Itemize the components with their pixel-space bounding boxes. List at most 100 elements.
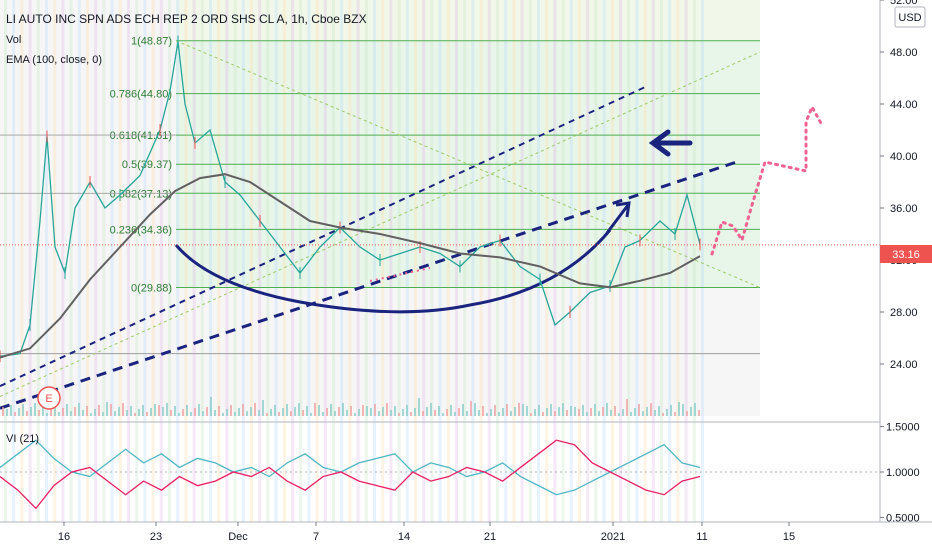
volume-bar xyxy=(350,406,352,416)
vi-indicator xyxy=(0,439,880,510)
session-band xyxy=(299,0,303,522)
currency-button[interactable] xyxy=(894,6,926,28)
volume-bar xyxy=(42,406,44,416)
volume-bar xyxy=(242,404,244,416)
session-band xyxy=(143,0,147,522)
volume-bar xyxy=(182,409,184,416)
volume-bar xyxy=(70,411,72,416)
upper-zone xyxy=(176,0,760,41)
volume-bar xyxy=(86,406,88,416)
session-band xyxy=(77,0,81,522)
session-band xyxy=(594,0,598,522)
volume-bar xyxy=(178,413,180,416)
session-band xyxy=(487,0,491,522)
time-tick-label: 15 xyxy=(783,531,795,543)
price-tick-label: 24.00 xyxy=(890,359,918,371)
vi-label: VI (21) xyxy=(6,433,39,445)
volume-bar xyxy=(326,408,328,416)
volume-bar xyxy=(130,406,132,416)
trend-annotations xyxy=(0,86,880,410)
earnings-badge[interactable] xyxy=(37,386,61,410)
session-band xyxy=(627,0,631,522)
session-band xyxy=(684,0,688,522)
session-band xyxy=(45,0,48,522)
session-band xyxy=(291,0,294,522)
time-axis[interactable]: 16 23 Dec 7 14 21 2021 11 15 xyxy=(58,522,795,543)
volume-bar xyxy=(310,413,312,416)
volume-bar xyxy=(194,408,196,416)
volume-bar xyxy=(406,405,408,416)
chart-title: LI AUTO INC SPN ADS ECH REP 2 ORD SHS CL… xyxy=(6,12,367,26)
volume-bar xyxy=(386,403,388,416)
volume-bar xyxy=(598,411,600,416)
volume-bar xyxy=(266,413,268,416)
session-band xyxy=(94,0,98,522)
volume-bar xyxy=(126,410,128,416)
volume-bar xyxy=(522,404,524,416)
volume-bar xyxy=(362,405,364,416)
volume-bar xyxy=(514,407,516,416)
session-band xyxy=(569,0,573,522)
session-band xyxy=(471,0,475,522)
vi-tick-label: 0.5000 xyxy=(886,512,920,524)
volume-bar xyxy=(642,411,644,416)
volume-bar xyxy=(278,412,280,416)
volume-bar xyxy=(222,413,224,416)
volume-bar xyxy=(374,404,376,416)
session-band xyxy=(356,0,360,522)
volume-bar xyxy=(302,410,304,416)
volume-bars xyxy=(2,397,700,416)
vi-axis-ticks: 1.5000 1.0000 0.5000 xyxy=(880,422,920,524)
volume-bar xyxy=(298,403,300,416)
volume-bar xyxy=(498,412,500,416)
volume-bar xyxy=(554,411,556,416)
session-band xyxy=(176,0,180,522)
volume-bar xyxy=(62,408,64,416)
session-band xyxy=(135,0,139,522)
volume-bar xyxy=(398,413,400,416)
session-band xyxy=(340,0,344,522)
volume-bar xyxy=(114,411,116,416)
session-band xyxy=(233,0,237,522)
volume-bar xyxy=(294,407,296,416)
session-band xyxy=(610,0,614,522)
session-band xyxy=(643,0,647,522)
session-band xyxy=(241,0,245,522)
volume-bar xyxy=(454,412,456,416)
session-band xyxy=(69,0,73,522)
volume-bar xyxy=(282,408,284,416)
session-band xyxy=(602,0,606,522)
volume-bar xyxy=(390,410,392,416)
session-band xyxy=(86,0,89,522)
volume-bar xyxy=(574,407,576,416)
volume-bar xyxy=(634,408,636,416)
session-band xyxy=(545,0,549,522)
session-band xyxy=(332,0,335,522)
fib-diagonal xyxy=(175,40,761,289)
volume-bar xyxy=(526,406,528,416)
last-price-value: 33.16 xyxy=(892,249,920,261)
fib-level-label: 0.786(44.80) xyxy=(110,89,172,101)
volume-bar xyxy=(6,409,8,416)
price-series xyxy=(0,35,701,363)
session-band xyxy=(28,0,32,522)
volume-bar xyxy=(510,411,512,416)
volume-bar xyxy=(218,406,220,416)
volume-bar xyxy=(274,405,276,416)
time-tick-label: 11 xyxy=(696,531,707,543)
volume-bar xyxy=(2,407,4,416)
volume-bar xyxy=(322,412,324,416)
price-tick-label: 52.00 xyxy=(890,0,918,7)
volume-bar xyxy=(590,408,592,416)
volume-bar xyxy=(422,411,424,416)
volume-bar xyxy=(30,407,32,416)
volume-bar xyxy=(474,403,476,416)
price-axis[interactable] xyxy=(880,0,932,550)
volume-bar xyxy=(434,410,436,416)
volume-bar xyxy=(186,405,188,416)
earnings-badge-label: E xyxy=(45,393,52,405)
volume-label: Vol xyxy=(6,34,21,46)
volume-bar xyxy=(438,406,440,416)
session-band xyxy=(159,0,163,522)
